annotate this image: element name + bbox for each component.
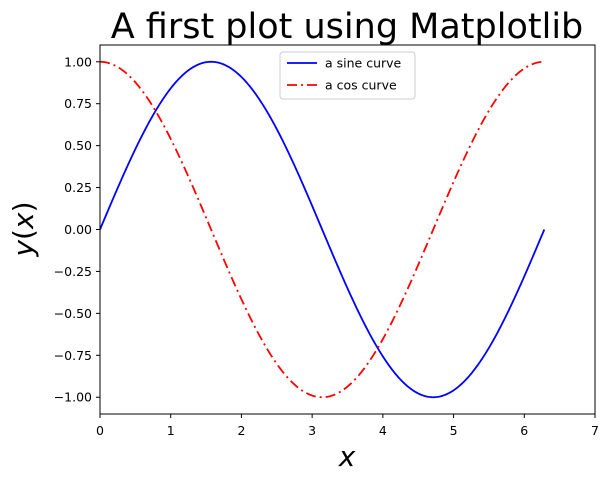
y-axis-label-part: y [7,240,40,258]
legend: a sine curve a cos curve [279,51,416,100]
y-axis-label-part: ) [7,201,40,212]
y-tick-label: −0.50 [54,306,92,321]
x-tick-label: 6 [520,423,528,438]
x-tick-label: 0 [96,423,104,438]
x-tick-label: 4 [379,423,387,438]
y-axis: −1.00 −0.75 −0.50 −0.25 0.00 0.25 0.50 0.75 1.00 [54,54,100,405]
x-tick-label: 1 [167,423,175,438]
x-tick-label: 3 [308,423,316,438]
x-tick-label: 7 [591,423,599,438]
y-tick-label: 0.50 [64,138,92,153]
y-axis-label-part: x [7,212,40,230]
y-tick-label: −0.25 [54,264,92,279]
y-tick-label: −1.00 [54,390,92,405]
y-tick-label: −0.75 [54,348,92,363]
legend-items: a sine curve a cos curve [287,56,402,93]
legend-label-cos: a cos curve [325,78,397,93]
x-axis-label: x [338,440,356,473]
y-tick-label: 0.00 [64,222,92,237]
y-axis-label-part: ( [7,229,40,240]
y-axis-label-group: y(x) [7,201,40,257]
chart-title: A first plot using Matplotlib [111,7,584,47]
x-tick-label: 2 [237,423,245,438]
y-tick-label: 1.00 [64,54,92,69]
y-tick-label: 0.25 [64,180,92,195]
legend-label-sin: a sine curve [325,56,402,71]
series-layer [99,60,546,399]
x-axis: 0 1 2 3 4 5 6 7 [96,414,599,438]
y-axis-label: y(x) [7,201,40,257]
y-tick-label: 0.75 [64,96,92,111]
x-tick-label: 5 [450,423,458,438]
series-line-sin [99,60,546,399]
